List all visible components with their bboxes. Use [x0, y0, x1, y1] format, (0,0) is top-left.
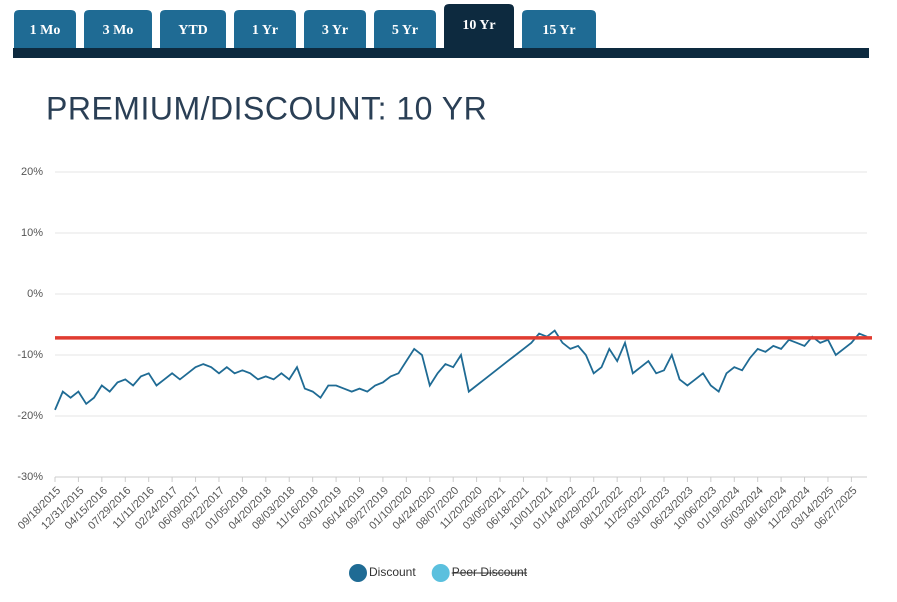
tab-shape [304, 10, 366, 48]
tab-label: 3 Mo [103, 23, 134, 38]
legend-label: Peer Discount [452, 565, 528, 579]
tabs: 1 Mo 3 Mo YTD 1 Yr 3 Yr 5 Yr 10 Yr 15 Yr [14, 4, 596, 48]
y-tick-label: -30% [17, 471, 43, 483]
legend-item[interactable]: Peer Discount [431, 564, 528, 582]
tab-label: 3 Yr [322, 23, 348, 38]
y-tick-label: -20% [17, 410, 43, 422]
tab-label: 1 Yr [252, 23, 278, 38]
tab[interactable]: 15 Yr [522, 10, 596, 48]
y-tick-label: 20% [21, 166, 43, 178]
tab-label: 1 Mo [30, 23, 61, 38]
tab-label: YTD [178, 23, 208, 38]
tab[interactable]: 3 Yr [304, 10, 366, 48]
tab-label: 5 Yr [392, 23, 418, 38]
series-line [54, 329, 868, 411]
tab[interactable]: 3 Mo [84, 10, 152, 48]
tab-shape [234, 10, 296, 48]
legend-marker [431, 564, 450, 582]
tab-label: 10 Yr [462, 18, 495, 33]
y-tick-label: 0% [27, 288, 43, 300]
tab-shape [14, 10, 76, 48]
tab[interactable]: 1 Mo [14, 10, 76, 48]
legend-marker [349, 564, 367, 582]
chart-title: PREMIUM/DISCOUNT: 10 YR [46, 90, 487, 126]
chart: -30%-20%-10%0%10%20%09/18/201512/31/2015… [16, 166, 872, 582]
y-tick-label: -10% [17, 349, 43, 361]
tab[interactable]: YTD [160, 10, 226, 48]
legend-label: Discount [369, 565, 416, 579]
tab[interactable]: 10 Yr [444, 4, 514, 48]
tab-label: 15 Yr [542, 23, 575, 38]
tab-bar [13, 48, 869, 58]
y-tick-label: 10% [21, 227, 43, 239]
tab-shape [84, 10, 152, 48]
tab[interactable]: 5 Yr [374, 10, 436, 48]
tab[interactable]: 1 Yr [234, 10, 296, 48]
tab-shape [444, 4, 514, 48]
legend-item[interactable]: Discount [349, 564, 416, 582]
tab-shape [160, 10, 226, 48]
tab-shape [522, 10, 596, 48]
tab-shape [374, 10, 436, 48]
